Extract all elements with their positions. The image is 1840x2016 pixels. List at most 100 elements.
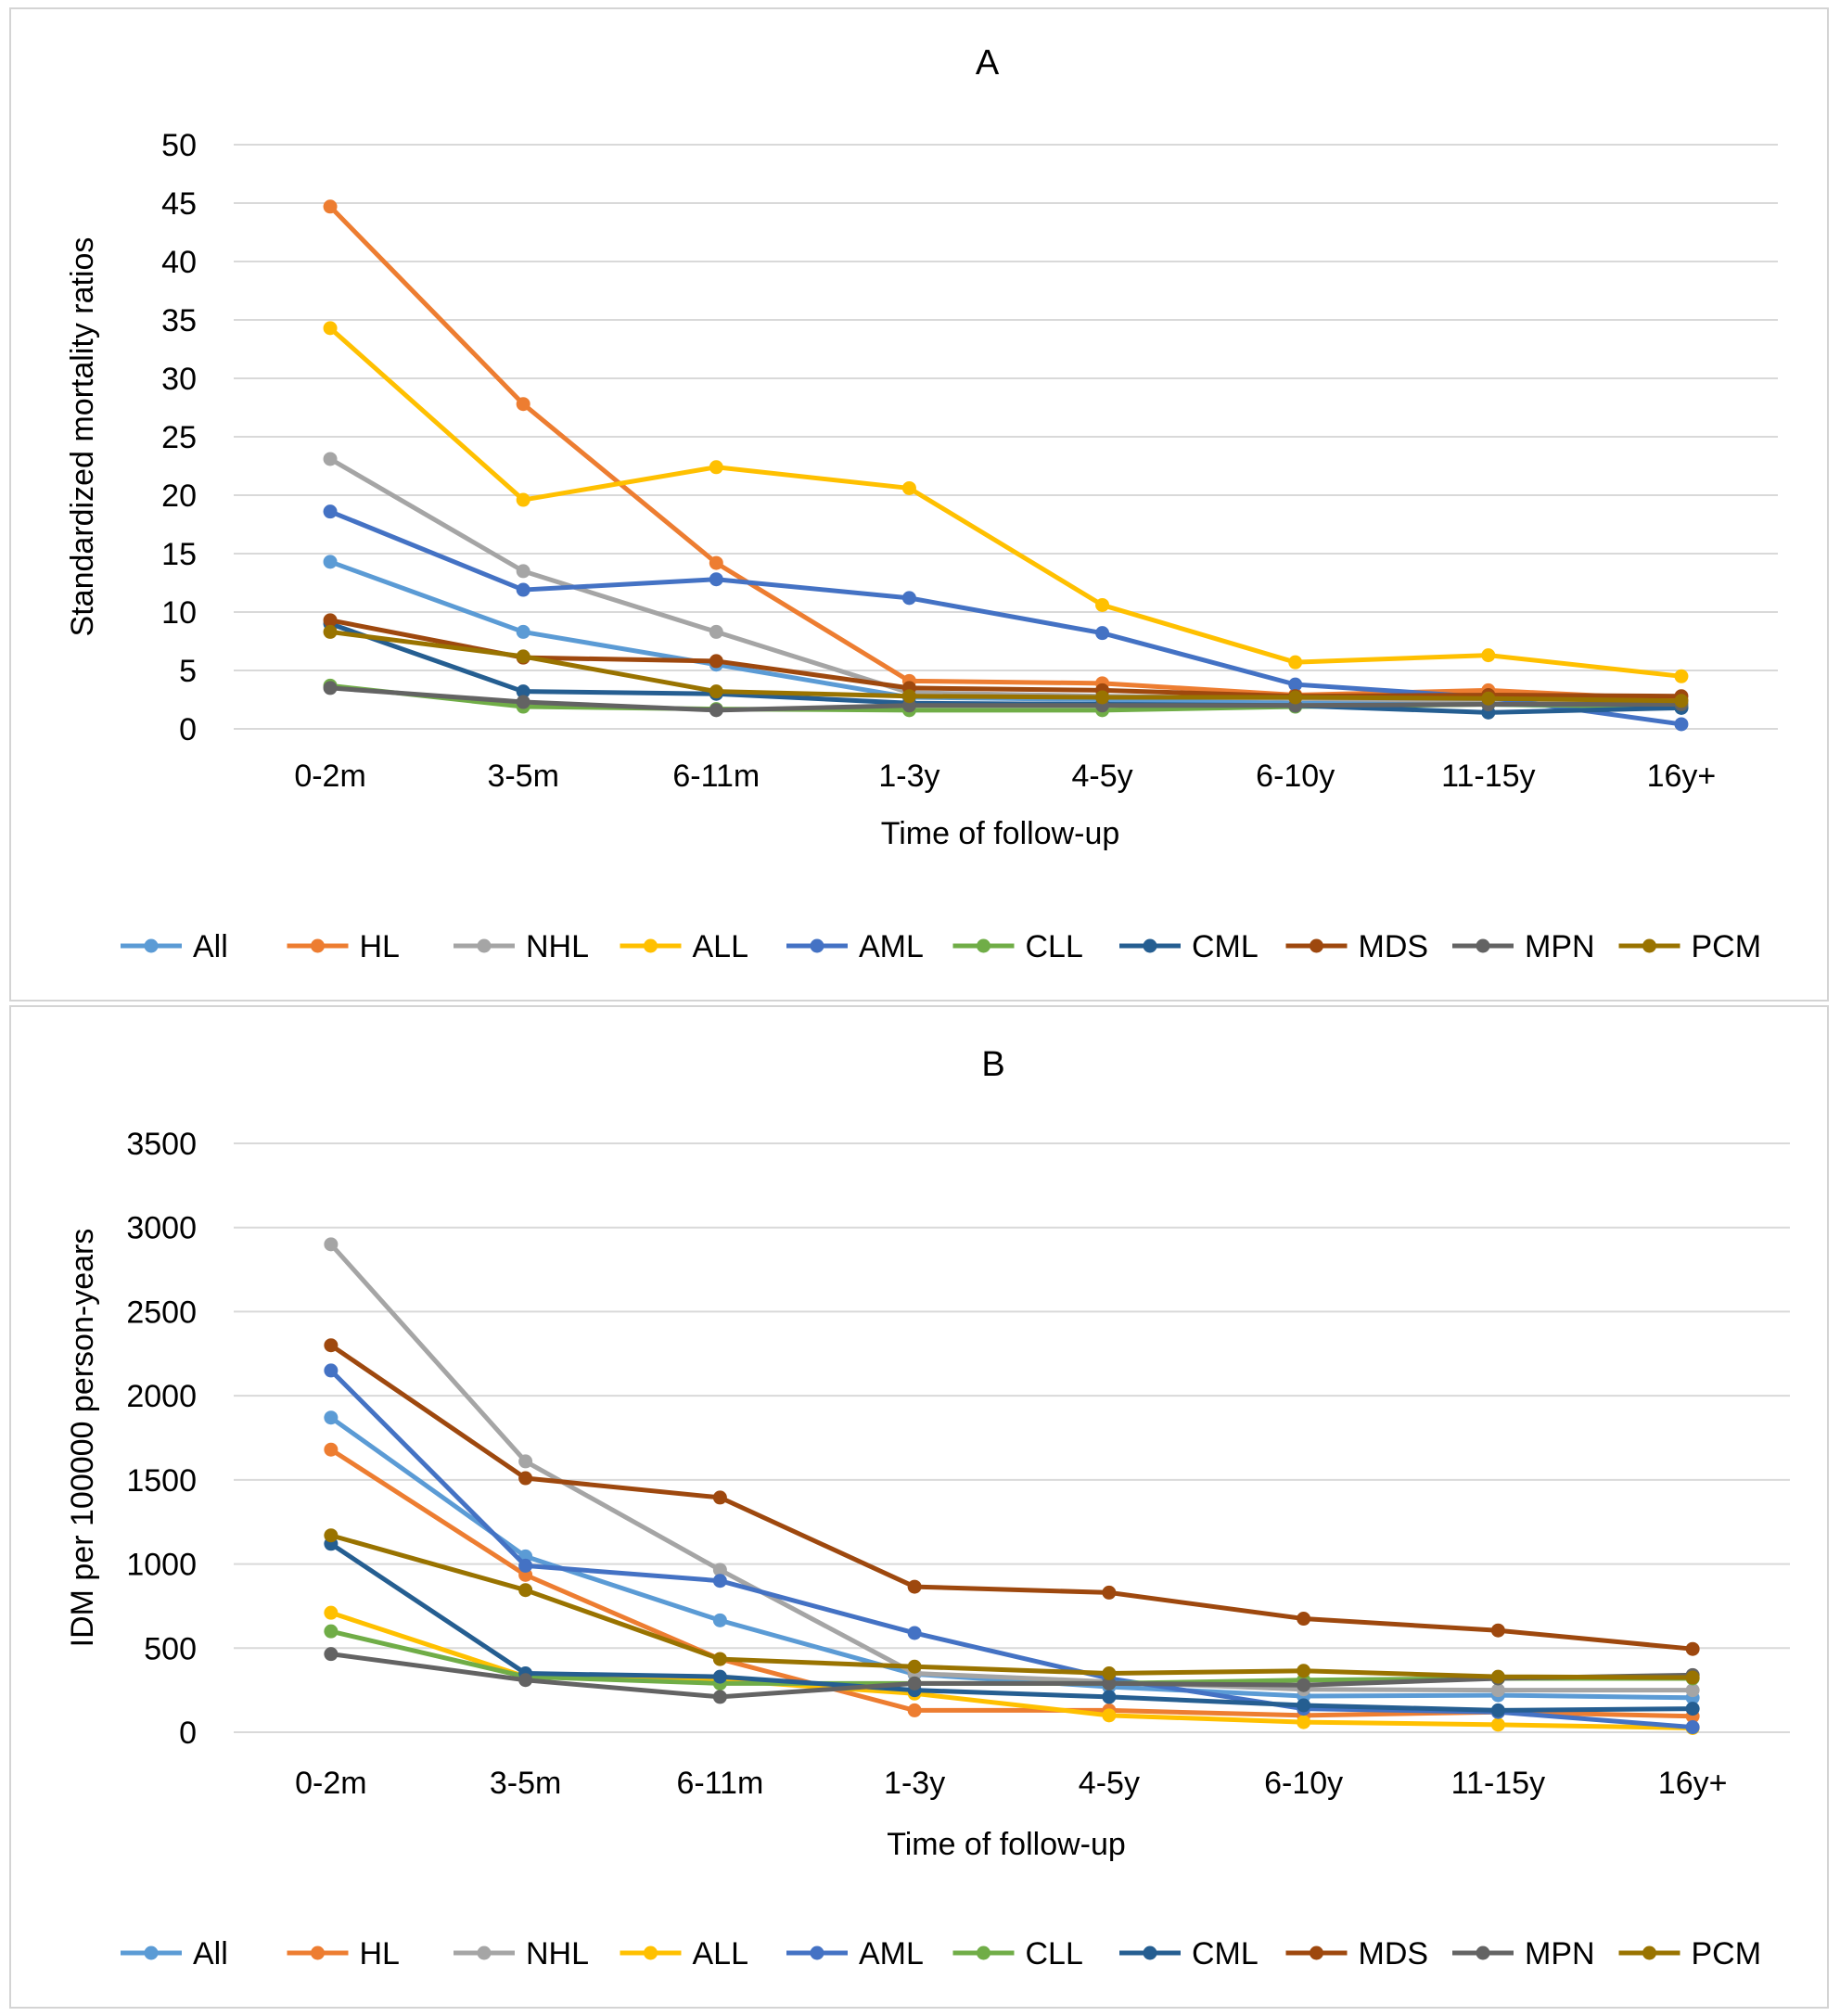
series-line (328, 325, 1682, 679)
legend-item-mds: MDS (1285, 929, 1428, 964)
data-point (1102, 1666, 1117, 1680)
data-point (518, 1471, 533, 1486)
x-tick-label: 6-11m (672, 759, 760, 794)
chart-title-b: B (981, 1045, 1004, 1084)
data-point (1674, 694, 1689, 708)
legend-marker (977, 938, 990, 953)
data-point (324, 1338, 339, 1353)
x-tick-label: 6-11m (676, 1766, 763, 1801)
data-point (1490, 1669, 1505, 1684)
legend-marker (1476, 1946, 1490, 1960)
x-tick-label: 0-2m (295, 1766, 366, 1801)
y-axis-title-a: Standardized mortality ratios (65, 237, 100, 637)
legend-label: NHL (526, 1936, 589, 1971)
data-point (324, 1442, 339, 1457)
data-point (907, 1626, 922, 1640)
legend-label: HL (360, 1936, 400, 1971)
gridlines-b (234, 1142, 1790, 1733)
series-line (329, 618, 1681, 699)
legend-marker (810, 1946, 824, 1960)
data-point (516, 695, 530, 709)
data-point (324, 1605, 339, 1620)
data-point (516, 684, 530, 699)
y-tick-label: 10 (161, 595, 197, 631)
y-tick-label: 500 (144, 1631, 197, 1666)
legend-label: MPN (1525, 1936, 1595, 1971)
data-point (323, 681, 338, 695)
legend-marker (977, 1946, 990, 1960)
data-point (516, 649, 530, 664)
data-point (712, 1690, 727, 1704)
legend-item-cll: CLL (952, 929, 1083, 964)
data-point (712, 1669, 727, 1684)
legend-label: NHL (526, 929, 589, 964)
legend-marker (1642, 938, 1656, 953)
y-tick-label: 2000 (126, 1379, 197, 1414)
data-point (712, 1563, 727, 1577)
x-tick-label: 11-15y (1441, 759, 1535, 794)
data-point (709, 684, 723, 699)
data-point (324, 1624, 339, 1639)
legend-b: All HL NHL ALL AML CLL CML MDS MPN PCM (121, 1936, 1761, 1971)
series-mds-b (324, 1338, 1700, 1656)
data-point (518, 1673, 533, 1688)
chart-title-a: A (976, 44, 1000, 83)
data-point (1685, 1683, 1700, 1698)
data-point (323, 504, 338, 519)
data-point (516, 397, 530, 412)
x-tick-label: 16y+ (1658, 1766, 1728, 1801)
legend-item-aml: AML (786, 1936, 924, 1971)
y-tick-label: 0 (179, 712, 197, 747)
legend-marker (1310, 938, 1323, 953)
data-point (709, 460, 723, 475)
data-point (324, 1237, 339, 1252)
data-point (1490, 1703, 1505, 1717)
x-tick-label: 11-15y (1451, 1766, 1545, 1801)
data-point (323, 624, 338, 639)
legend-marker (644, 938, 658, 953)
x-tick-label: 6-10y (1256, 759, 1335, 794)
x-tick-label: 0-2m (294, 759, 365, 794)
series-pcm-a (323, 624, 1689, 708)
data-point (1297, 1715, 1311, 1729)
series-all-a (323, 321, 1689, 683)
legend-label: MPN (1525, 929, 1595, 964)
y-tick-label: 1000 (126, 1548, 197, 1583)
x-tick-label: 4-5y (1079, 1766, 1140, 1801)
legend-marker (1476, 938, 1490, 953)
y-tick-label: 0 (179, 1716, 197, 1751)
legend-label: MDS (1359, 1936, 1429, 1971)
y-tick-label: 20 (161, 478, 197, 514)
legend-a: All HL NHL ALL AML CLL CML MDS MPN PCM (121, 929, 1761, 964)
legend-marker (1310, 1946, 1323, 1960)
panel-a: A 0 5 10 15 20 25 30 35 40 45 50 0-2m 3-5m 6-11m 1-3y 4-… (9, 7, 1829, 1002)
legend-item-mds: MDS (1285, 1936, 1429, 1971)
y-tick-label: 40 (161, 245, 197, 280)
x-tick-label: 16y+ (1647, 759, 1717, 794)
y-axis-title-b: IDM per 100000 person-years (65, 1229, 100, 1648)
series-line (329, 629, 1681, 704)
legend-label: PCM (1692, 1936, 1762, 1971)
legend-item-hl: HL (287, 929, 400, 964)
data-point (907, 1676, 922, 1691)
x-axis-title-a: Time of follow-up (881, 816, 1120, 851)
y-tick-label: 2500 (126, 1295, 197, 1330)
legend-label: ALL (693, 929, 749, 964)
legend-item-cml: CML (1119, 1936, 1259, 1971)
series-line (330, 1533, 1693, 1680)
x-tick-label: 4-5y (1071, 759, 1132, 794)
data-point (1481, 691, 1496, 706)
series-line (329, 685, 1681, 713)
legend-item-nhl: NHL (454, 1936, 589, 1971)
legend-label: AML (859, 929, 924, 964)
y-tick-label: 25 (161, 420, 197, 455)
legend-label: CML (1192, 1936, 1259, 1971)
data-point (518, 1454, 533, 1469)
data-point (1297, 1678, 1311, 1692)
data-point (901, 689, 916, 704)
x-tick-label: 1-3y (878, 759, 939, 794)
y-tick-label: 30 (161, 362, 197, 397)
legend-item-all: ALL (620, 1936, 748, 1971)
legend-marker (644, 1946, 658, 1960)
legend-item-pcm: PCM (1618, 1936, 1762, 1971)
